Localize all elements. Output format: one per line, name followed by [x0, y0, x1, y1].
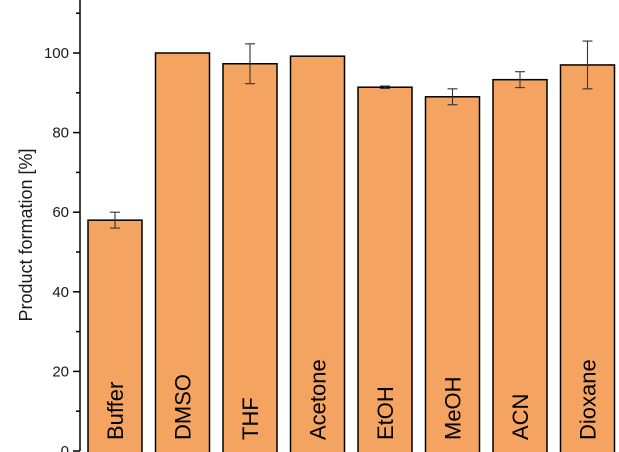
y-axis-label: Product formation [%] [16, 148, 36, 321]
category-label: MeOH [441, 376, 466, 440]
category-label: DMSO [171, 374, 196, 440]
category-labels: Buffer DMSO THF Acetone EtOH MeOH ACN Dioxane [103, 359, 601, 440]
category-label: THF [238, 397, 263, 440]
y-tick-label: 60 [52, 204, 69, 221]
y-tick-label: 0 [61, 443, 69, 452]
axes: 0 20 40 60 80 100 [44, 0, 81, 452]
bar-etoh [357, 86, 413, 452]
category-label: EtOH [373, 386, 398, 440]
y-tick-label: 40 [52, 284, 69, 301]
y-tick-label: 80 [52, 125, 69, 142]
category-label: ACN [508, 394, 533, 440]
bar-meoh [424, 96, 481, 452]
category-label: Acetone [306, 359, 331, 440]
category-label: Dioxane [576, 359, 601, 440]
bar-thf [222, 62, 278, 452]
y-tick-label: 100 [44, 45, 69, 62]
bar-dioxane [559, 64, 616, 452]
bar-dmso [154, 52, 211, 452]
y-tick-label: 20 [52, 363, 69, 380]
bar-acn [492, 78, 548, 452]
bars [87, 40, 616, 452]
category-label: Buffer [103, 382, 128, 440]
bar-buffer [87, 219, 143, 452]
bar-acetone [289, 55, 346, 452]
